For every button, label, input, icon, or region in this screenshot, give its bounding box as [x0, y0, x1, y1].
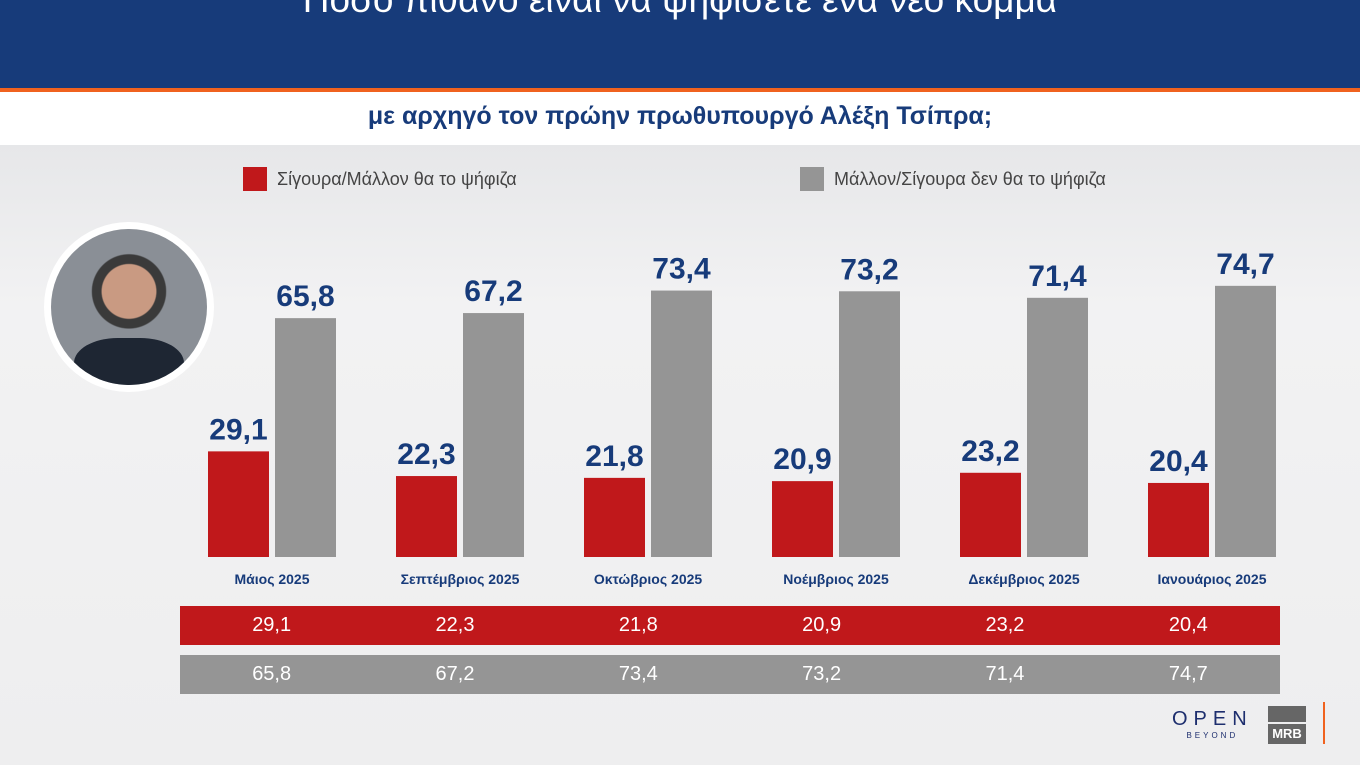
logo-text: OPEN: [1172, 708, 1253, 730]
header: Πόσο πιθανό είναι να ψηφίσετε ένα νέο κό…: [0, 0, 1360, 88]
table-cell: 20,9: [802, 614, 842, 636]
table-cell: 23,2: [985, 614, 1025, 636]
data-label: 23,2: [961, 435, 1019, 468]
table-cell: 22,3: [435, 614, 475, 636]
table-cell: 65,8: [252, 663, 292, 685]
bar-no: [651, 290, 712, 557]
data-label: 20,4: [1149, 445, 1208, 478]
table-cell: 20,4: [1168, 614, 1208, 636]
data-label: 21,8: [585, 440, 643, 473]
x-tick-label: Ιανουάριος 2025: [1157, 571, 1266, 587]
x-tick-label: Σεπτέμβριος 2025: [401, 571, 520, 587]
portrait-photo: [44, 222, 214, 392]
table-cell: 73,2: [802, 663, 842, 685]
table-cell: 71,4: [985, 663, 1025, 685]
legend-item-yes: Σίγουρα/Μάλλον θα το ψήφιζα: [243, 167, 517, 191]
legend-item-no: Μάλλον/Σίγουρα δεν θα το ψήφιζα: [800, 167, 1106, 191]
accent-line: [0, 88, 1360, 92]
legend-label: Μάλλον/Σίγουρα δεν θα το ψήφιζα: [834, 168, 1106, 189]
divider: [1323, 702, 1325, 744]
bar-no: [1215, 285, 1276, 557]
title: Πόσο πιθανό είναι να ψηφίσετε ένα νέο κό…: [0, 0, 1360, 62]
open-logo: OPEN BEYOND: [1172, 708, 1253, 740]
logo-subtext: BEYOND: [1186, 731, 1239, 740]
bar-yes: [396, 476, 457, 557]
table-cell: 74,7: [1168, 663, 1208, 685]
bar-yes: [772, 481, 833, 557]
bar-yes: [960, 472, 1021, 557]
mrb-logo: MRB: [1268, 706, 1306, 744]
bar-no: [1027, 297, 1088, 557]
subtitle: με αρχηγό τον πρώην πρωθυπουργό Αλέξη Τσ…: [0, 92, 1360, 145]
data-label: 73,4: [652, 253, 711, 286]
x-tick-label: Νοέμβριος 2025: [783, 571, 889, 587]
table-cell: 67,2: [435, 663, 475, 685]
legend-swatch-gray: [800, 167, 824, 191]
x-tick-label: Μάιος 2025: [234, 571, 309, 587]
legend-label: Σίγουρα/Μάλλον θα το ψήφιζα: [277, 168, 517, 189]
data-label: 73,2: [840, 253, 898, 286]
data-label: 65,8: [276, 280, 334, 313]
table-cell: 73,4: [618, 663, 658, 685]
bar-chart: 29,1 65,8 Μάιος 2025 22,3 67,2 Σεπτέμβριος 20…: [208, 248, 1276, 587]
data-label: 67,2: [464, 275, 522, 308]
data-label: 74,7: [1216, 248, 1274, 281]
table-cell: 29,1: [252, 614, 292, 636]
logo-text: MRB: [1268, 724, 1306, 744]
table-row-no: 65,8 67,2 73,4 73,2 71,4 74,7: [180, 655, 1280, 694]
data-label: 20,9: [773, 443, 831, 476]
bar-yes: [1148, 482, 1209, 557]
data-label: 71,4: [1028, 260, 1087, 293]
bar-no: [463, 313, 524, 557]
x-tick-label: Οκτώβριος 2025: [594, 571, 703, 587]
data-label: 22,3: [397, 438, 455, 471]
table-row-yes: 29,1 22,3 21,8 20,9 23,2 20,4: [180, 606, 1280, 645]
x-tick-label: Δεκέμβριος 2025: [968, 571, 1080, 587]
data-label: 29,1: [209, 413, 267, 446]
bar-yes: [208, 451, 269, 557]
bar-no: [275, 318, 336, 557]
legend-swatch-red: [243, 167, 267, 191]
bar-no: [839, 291, 900, 557]
table-cell: 21,8: [618, 614, 658, 636]
bar-yes: [584, 477, 645, 557]
